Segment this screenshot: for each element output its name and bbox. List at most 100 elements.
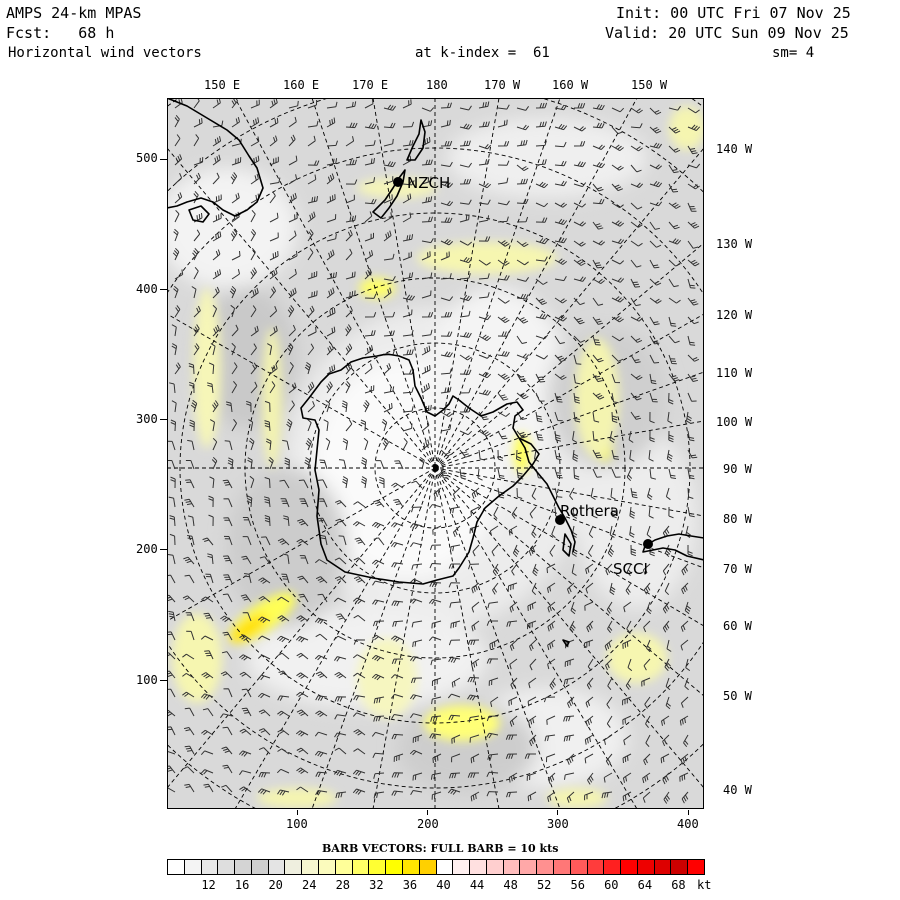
wind-barb [592, 468, 602, 478]
wind-barb [364, 98, 374, 109]
wind-barb [566, 791, 575, 803]
colorbar-cell [368, 859, 387, 875]
wind-barb [296, 652, 309, 660]
wind-barb [486, 620, 498, 626]
colorbar-cell [284, 859, 303, 875]
wind-barb [554, 430, 562, 442]
wind-barb [258, 595, 271, 603]
wind-barb [448, 657, 461, 663]
wind-barb [440, 102, 452, 109]
wind-barb [451, 753, 461, 763]
wind-barb [333, 597, 347, 603]
wind-barb [622, 715, 632, 725]
wind-barb [223, 555, 233, 565]
wind-barb [201, 596, 214, 603]
wind-barb [269, 251, 279, 261]
wind-barb [390, 542, 404, 548]
wind-barb [687, 221, 700, 229]
wind-barb [622, 753, 632, 764]
wind-barb [629, 525, 635, 538]
wind-barb [184, 574, 195, 584]
wind-barb [391, 714, 404, 720]
wind-barb [666, 449, 673, 462]
wind-barb [409, 694, 423, 700]
wind-barb [421, 364, 431, 375]
wind-barb [297, 518, 309, 527]
wind-barb [193, 118, 203, 128]
wind-barb [318, 498, 328, 508]
wind-barb [208, 495, 214, 508]
wind-barb [662, 601, 670, 614]
wind-barb [630, 316, 644, 322]
wind-barb [668, 335, 680, 344]
wind-barb [554, 237, 567, 244]
x-tick [688, 810, 689, 815]
wind-barb [529, 506, 537, 519]
wind-barb [630, 182, 644, 188]
wind-barb [449, 506, 461, 514]
wind-barb [258, 747, 271, 755]
wind-barb [284, 457, 290, 470]
wind-barb [459, 449, 471, 458]
wind-barb [173, 285, 179, 299]
wind-barb [296, 615, 309, 622]
station-label-scci: SCCI [613, 560, 648, 578]
wind-barb [429, 563, 442, 569]
wind-barb [429, 733, 442, 739]
wind-barb [208, 362, 215, 375]
wind-barb [193, 229, 201, 242]
wind-barb [649, 335, 660, 345]
wind-barb [469, 734, 480, 743]
wind-barb [507, 582, 518, 591]
wind-barb [516, 487, 523, 499]
wind-barb [477, 468, 483, 481]
wind-barb [276, 635, 290, 643]
wind-barb [630, 240, 643, 247]
wind-barb [486, 732, 499, 739]
wind-barb [535, 373, 546, 383]
wind-barb [459, 369, 472, 375]
wind-barb [277, 538, 290, 546]
wind-barb [299, 555, 309, 565]
wind-barb [201, 672, 214, 679]
wind-barb [205, 573, 214, 584]
wind-barb [364, 123, 377, 130]
wind-barb [566, 753, 575, 765]
wind-barb [459, 199, 472, 205]
wind-barb [326, 140, 338, 147]
wind-barb [319, 459, 328, 470]
wind-barb [239, 671, 252, 679]
lon-label-right: 110 W [716, 366, 753, 380]
wind-barb [470, 506, 480, 516]
wind-barb [212, 400, 219, 413]
wind-barb [372, 634, 385, 641]
wind-barb [383, 402, 393, 413]
wind-barb [430, 715, 442, 722]
wind-barb [223, 574, 233, 584]
wind-barb [583, 639, 594, 649]
wind-barb [353, 672, 366, 679]
wind-barb [402, 193, 412, 204]
wind-barb [247, 457, 253, 470]
wind-barb [680, 753, 689, 765]
wind-barb [512, 544, 520, 558]
wind-barb [317, 517, 328, 527]
wind-barb [168, 610, 176, 622]
wind-barb [448, 714, 461, 721]
wind-barb [668, 392, 674, 405]
wind-barb [649, 142, 663, 149]
wind-barb [573, 141, 586, 147]
wind-barb [238, 750, 252, 757]
wind-barb [569, 620, 576, 634]
wind-barb [172, 247, 180, 261]
tasmania [188, 205, 210, 223]
wind-barb [625, 677, 632, 690]
wind-barb [383, 194, 393, 204]
init-time: Init: 00 UTC Fri 07 Nov 25 [616, 4, 851, 22]
wind-barb [174, 269, 184, 280]
wind-barb [402, 121, 415, 128]
wind-barb [664, 582, 670, 596]
wind-barb [341, 400, 348, 413]
wind-barb [409, 598, 423, 604]
wind-barb [497, 240, 510, 247]
